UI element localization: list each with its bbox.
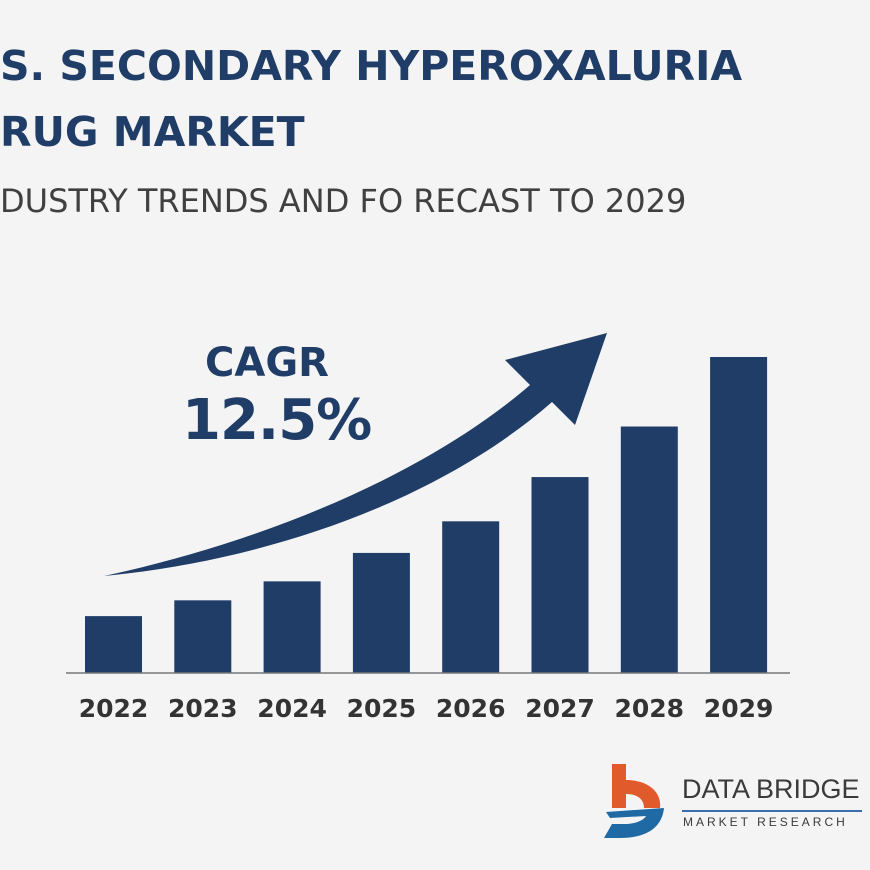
bar-2027: [531, 477, 589, 673]
logo-name: DATA BRIDGE: [682, 774, 860, 804]
title-line-1: S. SECONDARY HYPEROXALURIA: [0, 42, 743, 90]
bar-2028: [620, 426, 678, 673]
cagr-label: CAGR: [205, 340, 329, 386]
bar-2024: [263, 581, 321, 673]
subtitle: DUSTRY TRENDS AND FO RECAST TO 2029: [0, 182, 687, 220]
x-tick-label: 2029: [704, 694, 774, 723]
x-tick-label: 2023: [168, 694, 238, 723]
bar-2025: [352, 552, 410, 673]
bar-2023: [174, 600, 232, 673]
bar-2029: [710, 357, 768, 673]
x-tick-label: 2026: [436, 694, 506, 723]
bar-2026: [442, 521, 500, 673]
x-tick-label: 2027: [525, 694, 595, 723]
data-bridge-logo-icon: [604, 764, 664, 838]
trend-arrow-icon: [104, 333, 607, 576]
title-line-2: RUG MARKET: [0, 108, 305, 156]
x-tick-label: 2024: [257, 694, 327, 723]
bar-2022: [85, 616, 142, 673]
cagr-value: 12.5%: [182, 388, 372, 453]
x-tick-label: 2025: [347, 694, 417, 723]
logo-tagline: MARKET RESEARCH: [683, 815, 848, 829]
logo-divider: [682, 810, 862, 812]
x-tick-label: 2028: [615, 694, 685, 723]
x-tick-label: 2022: [79, 694, 149, 723]
